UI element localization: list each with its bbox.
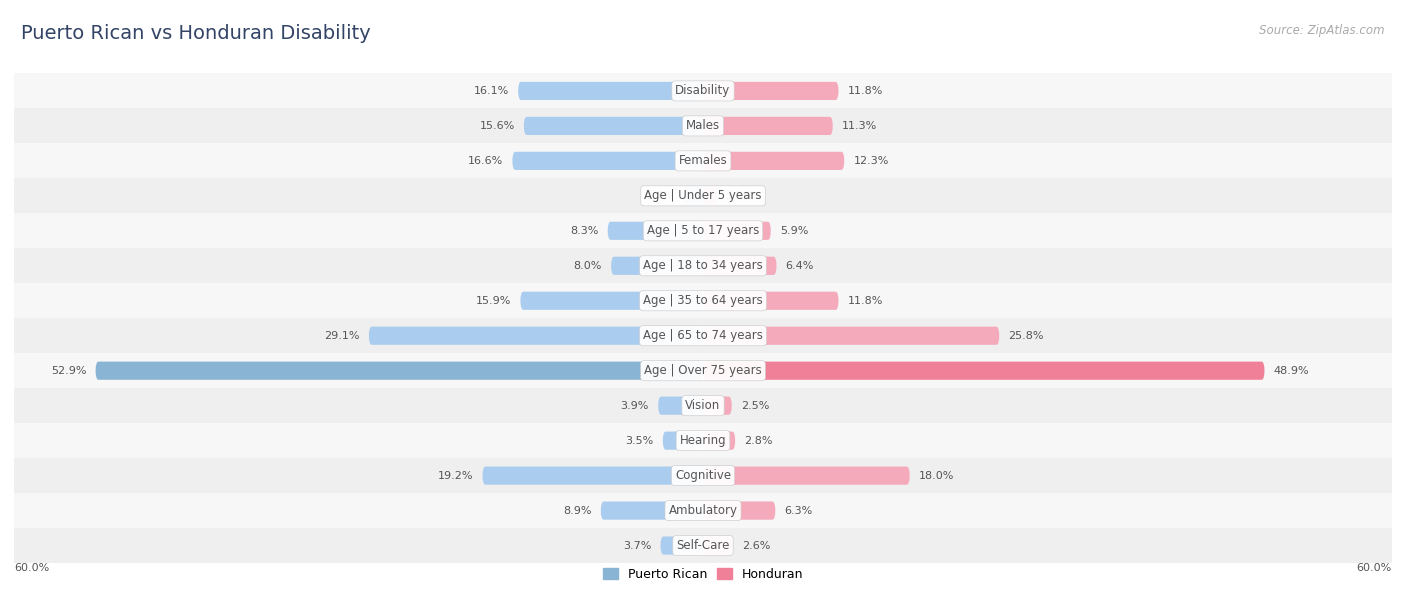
Text: 19.2%: 19.2%	[437, 471, 474, 480]
Text: 2.6%: 2.6%	[742, 540, 770, 551]
Text: Age | 65 to 74 years: Age | 65 to 74 years	[643, 329, 763, 342]
Text: Males: Males	[686, 119, 720, 132]
Text: 11.3%: 11.3%	[842, 121, 877, 131]
FancyBboxPatch shape	[703, 431, 735, 450]
FancyBboxPatch shape	[703, 117, 832, 135]
FancyBboxPatch shape	[703, 256, 776, 275]
FancyBboxPatch shape	[14, 73, 1392, 108]
Text: 60.0%: 60.0%	[14, 563, 49, 573]
FancyBboxPatch shape	[658, 397, 703, 415]
Text: 48.9%: 48.9%	[1274, 366, 1309, 376]
Text: Hearing: Hearing	[679, 434, 727, 447]
FancyBboxPatch shape	[14, 458, 1392, 493]
FancyBboxPatch shape	[482, 466, 703, 485]
FancyBboxPatch shape	[703, 397, 731, 415]
Text: Disability: Disability	[675, 84, 731, 97]
FancyBboxPatch shape	[14, 353, 1392, 388]
Text: 8.3%: 8.3%	[571, 226, 599, 236]
Legend: Puerto Rican, Honduran: Puerto Rican, Honduran	[598, 563, 808, 586]
Text: 8.9%: 8.9%	[564, 506, 592, 515]
FancyBboxPatch shape	[524, 117, 703, 135]
FancyBboxPatch shape	[14, 214, 1392, 248]
Text: Age | 18 to 34 years: Age | 18 to 34 years	[643, 259, 763, 272]
Text: 6.4%: 6.4%	[786, 261, 814, 271]
Text: 15.6%: 15.6%	[479, 121, 515, 131]
FancyBboxPatch shape	[14, 388, 1392, 423]
FancyBboxPatch shape	[703, 187, 717, 205]
Text: Puerto Rican vs Honduran Disability: Puerto Rican vs Honduran Disability	[21, 24, 371, 43]
Text: Cognitive: Cognitive	[675, 469, 731, 482]
FancyBboxPatch shape	[519, 82, 703, 100]
Text: 25.8%: 25.8%	[1008, 330, 1043, 341]
FancyBboxPatch shape	[607, 222, 703, 240]
FancyBboxPatch shape	[703, 327, 1000, 345]
FancyBboxPatch shape	[14, 423, 1392, 458]
Text: Age | Over 75 years: Age | Over 75 years	[644, 364, 762, 377]
FancyBboxPatch shape	[683, 187, 703, 205]
FancyBboxPatch shape	[703, 222, 770, 240]
FancyBboxPatch shape	[14, 283, 1392, 318]
FancyBboxPatch shape	[14, 318, 1392, 353]
Text: 11.8%: 11.8%	[848, 86, 883, 96]
Text: 52.9%: 52.9%	[51, 366, 86, 376]
Text: 8.0%: 8.0%	[574, 261, 602, 271]
FancyBboxPatch shape	[600, 501, 703, 520]
Text: 60.0%: 60.0%	[1357, 563, 1392, 573]
Text: 12.3%: 12.3%	[853, 156, 889, 166]
FancyBboxPatch shape	[661, 537, 703, 554]
Text: 1.2%: 1.2%	[725, 191, 755, 201]
Text: 11.8%: 11.8%	[848, 296, 883, 306]
Text: 5.9%: 5.9%	[780, 226, 808, 236]
Text: 18.0%: 18.0%	[920, 471, 955, 480]
FancyBboxPatch shape	[96, 362, 703, 380]
Text: 15.9%: 15.9%	[475, 296, 512, 306]
FancyBboxPatch shape	[14, 143, 1392, 178]
Text: 3.7%: 3.7%	[623, 540, 651, 551]
Text: 16.6%: 16.6%	[468, 156, 503, 166]
Text: Age | 5 to 17 years: Age | 5 to 17 years	[647, 225, 759, 237]
Text: 3.9%: 3.9%	[620, 401, 650, 411]
Text: 2.8%: 2.8%	[744, 436, 773, 446]
FancyBboxPatch shape	[520, 292, 703, 310]
FancyBboxPatch shape	[14, 528, 1392, 563]
Text: Source: ZipAtlas.com: Source: ZipAtlas.com	[1260, 24, 1385, 37]
Text: 1.7%: 1.7%	[645, 191, 675, 201]
FancyBboxPatch shape	[703, 537, 733, 554]
Text: 6.3%: 6.3%	[785, 506, 813, 515]
FancyBboxPatch shape	[703, 501, 775, 520]
Text: 16.1%: 16.1%	[474, 86, 509, 96]
Text: Ambulatory: Ambulatory	[668, 504, 738, 517]
Text: Females: Females	[679, 154, 727, 167]
FancyBboxPatch shape	[14, 108, 1392, 143]
Text: Age | 35 to 64 years: Age | 35 to 64 years	[643, 294, 763, 307]
Text: 2.5%: 2.5%	[741, 401, 769, 411]
FancyBboxPatch shape	[703, 466, 910, 485]
Text: 29.1%: 29.1%	[325, 330, 360, 341]
FancyBboxPatch shape	[703, 152, 844, 170]
Text: 3.5%: 3.5%	[626, 436, 654, 446]
FancyBboxPatch shape	[14, 178, 1392, 214]
FancyBboxPatch shape	[703, 292, 838, 310]
FancyBboxPatch shape	[368, 327, 703, 345]
FancyBboxPatch shape	[612, 256, 703, 275]
FancyBboxPatch shape	[14, 248, 1392, 283]
FancyBboxPatch shape	[512, 152, 703, 170]
Text: Self-Care: Self-Care	[676, 539, 730, 552]
Text: Age | Under 5 years: Age | Under 5 years	[644, 189, 762, 203]
FancyBboxPatch shape	[703, 82, 838, 100]
FancyBboxPatch shape	[703, 362, 1264, 380]
Text: Vision: Vision	[685, 399, 721, 412]
FancyBboxPatch shape	[14, 493, 1392, 528]
FancyBboxPatch shape	[662, 431, 703, 450]
